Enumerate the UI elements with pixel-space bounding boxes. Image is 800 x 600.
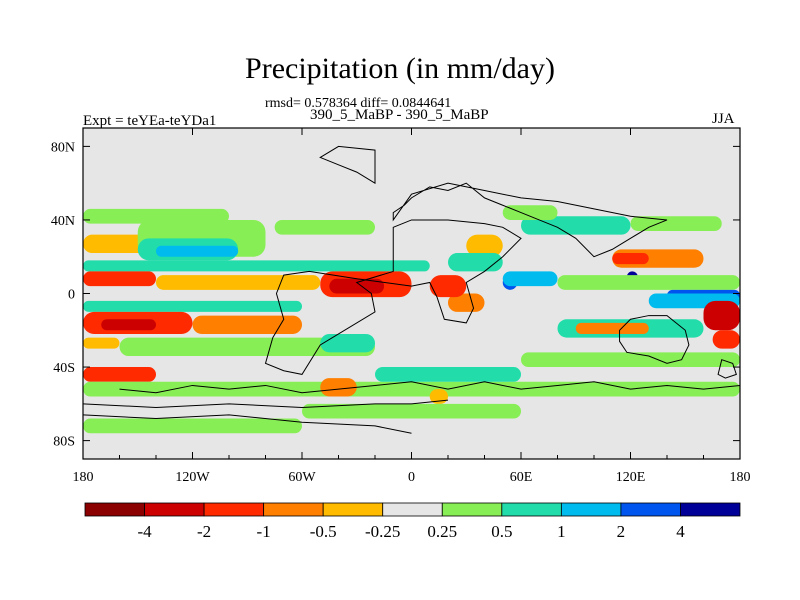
field-region [320,333,375,353]
field-region [703,300,740,331]
colorbar-label: 0.5 [491,522,512,541]
field-region [630,216,722,231]
colorbar-box [620,502,681,517]
field-region [156,245,239,257]
y-tick-label: 80S [53,435,75,450]
field-region [83,418,302,434]
field-region [466,234,503,257]
field-region [101,319,156,331]
field-region [521,216,631,235]
land-outline [264,219,522,375]
season-label: JJA [712,111,735,127]
colorbar-box [501,502,562,517]
land-outline [319,145,376,185]
x-tick-label: 180 [73,470,94,485]
field-region [429,275,467,298]
colorbar-box [263,502,324,517]
chart-subtitle: 390_5_MaBP - 390_5_MaBP [310,107,489,123]
y-tick-label: 40N [51,214,75,229]
field-region [375,367,521,382]
colorbar-label: 0.25 [427,522,457,541]
coast-line [83,399,449,409]
colorbar-label: -4 [137,522,152,541]
land-outline [392,182,668,258]
field-region [712,330,740,349]
x-tick-label: 120E [616,470,646,485]
field-region [448,293,485,312]
field-region [320,378,357,397]
colorbar-box [322,502,384,517]
colorbar-label: -0.25 [365,522,400,541]
field-region [521,352,740,368]
colorbar-box [144,502,205,517]
colorbar-label: 2 [617,522,626,541]
field-region [502,271,558,287]
field-region [575,322,649,334]
field-region [83,337,120,349]
field-region [192,315,302,334]
land-outline [619,315,690,364]
field-region [557,275,740,290]
field-region [83,300,302,312]
coastline-layer [83,145,740,434]
field-region [329,278,385,294]
field-region [274,219,375,235]
y-tick-label: 0 [68,288,75,303]
field-region [156,275,321,290]
field-region [83,367,156,382]
field-layer [83,145,740,434]
field-region [83,260,430,272]
x-tick-label: 120W [175,470,210,485]
y-tick-label: 80N [51,140,75,155]
colorbar-label: -0.5 [310,522,337,541]
field-region [83,271,156,287]
x-tick-label: 60W [288,470,316,485]
colorbar-box [441,502,503,517]
colorbar-box [382,502,443,517]
colorbar-box [203,502,265,517]
colorbar-box [680,502,741,517]
field-region [83,381,740,397]
chart-title: Precipitation (in mm/day) [245,52,555,85]
y-tick-label: 40S [53,361,75,376]
experiment-label: Expt = teYEa-teYDa1 [83,113,217,129]
x-tick-label: 0 [408,470,415,485]
field-region [502,205,558,220]
land-outline [717,359,737,379]
coast-line [119,381,740,394]
x-tick-label: 60E [510,470,533,485]
stats-line: rmsd= 0.578364 diff= 0.0844641 [265,96,452,111]
field-region [448,253,503,272]
field-region [302,403,521,419]
colorbar-box [560,502,622,517]
x-tick-label: 180 [730,470,751,485]
coast-line [83,414,412,434]
colorbar-label: -1 [257,522,271,541]
colorbar-label: 4 [676,522,685,541]
colorbar-box [84,502,145,517]
field-region [119,337,375,357]
colorbar-label: -2 [197,522,211,541]
field-region [612,253,649,265]
colorbar-label: 1 [557,522,566,541]
